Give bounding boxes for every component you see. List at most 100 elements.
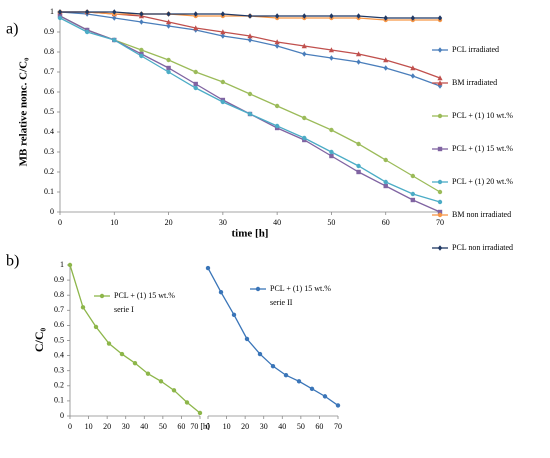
y-tick-label: 0.3: [54, 366, 64, 375]
data-point: [193, 85, 198, 91]
legend-label: PCL + (1) 10 wt.%: [452, 111, 513, 120]
legend-marker: [255, 286, 261, 292]
data-point: [247, 91, 253, 97]
y-tick-label: 0.5: [54, 335, 64, 344]
data-point: [247, 13, 253, 19]
data-point: [302, 51, 307, 57]
y-tick-label: 0.8: [44, 47, 54, 56]
x-tick-label: 50: [159, 422, 167, 431]
data-point: [139, 11, 144, 17]
data-point: [274, 43, 280, 49]
data-point: [193, 69, 198, 75]
data-point: [274, 39, 280, 45]
data-point: [270, 363, 276, 369]
data-point: [220, 29, 226, 35]
y-tick-label: 0: [60, 411, 64, 420]
y-axis-label: MB relative nonc. C/C₀: [18, 57, 30, 167]
data-point: [193, 11, 198, 17]
data-point: [283, 373, 289, 378]
data-point: [356, 13, 361, 19]
y-tick-label: 0.1: [44, 187, 54, 196]
y-tick-label: 0.2: [44, 167, 54, 176]
y-tick-label: 0.5: [44, 107, 54, 116]
legend-label: PCL + (1) 15 wt.%: [114, 291, 175, 300]
x-axis-label: time [h]: [232, 228, 269, 240]
x-tick-label: 60: [382, 218, 390, 227]
x-tick-label: 30: [122, 422, 130, 431]
data-point: [437, 199, 443, 205]
data-point: [383, 65, 388, 71]
legend-marker: [437, 47, 443, 53]
legend-marker: [437, 245, 443, 251]
y-tick-label: 0.6: [44, 87, 54, 96]
data-point: [112, 9, 117, 15]
data-point: [356, 169, 361, 175]
data-point: [437, 75, 443, 81]
data-point: [329, 55, 334, 61]
data-point: [84, 29, 90, 35]
data-point: [193, 81, 198, 87]
data-point: [274, 103, 280, 109]
data-point: [410, 73, 416, 79]
data-point: [158, 379, 164, 384]
data-point: [437, 189, 443, 195]
annotation: serie I: [114, 305, 134, 314]
x-tick-label: 40: [273, 218, 281, 227]
data-point: [218, 289, 224, 295]
data-point: [329, 149, 334, 155]
data-point: [84, 9, 90, 15]
data-point: [220, 33, 226, 39]
x-tick-label: 0: [68, 422, 72, 431]
data-point: [171, 388, 177, 393]
data-point: [383, 15, 388, 21]
x-tick-label: 20: [103, 422, 111, 431]
data-point: [132, 360, 138, 366]
y-tick-label: 0.9: [44, 27, 54, 36]
legend-marker: [437, 80, 443, 86]
data-point: [356, 163, 361, 169]
y-tick-label: 0.7: [54, 305, 64, 314]
x-tick-label: 20: [241, 422, 249, 431]
x-tick-label: 50: [327, 218, 335, 227]
data-point: [328, 47, 335, 53]
data-point: [145, 371, 151, 376]
x-tick-label: 10: [85, 422, 93, 431]
data-point: [165, 19, 172, 25]
data-point: [112, 15, 117, 21]
legend-label: PCL + (1) 15 wt.%: [270, 284, 331, 293]
data-point: [437, 209, 443, 215]
legend-marker: [437, 146, 443, 152]
y-tick-label: 0.3: [44, 147, 54, 156]
data-point: [139, 47, 144, 53]
legend-marker: [99, 293, 105, 299]
data-point: [302, 13, 307, 19]
series-line: [59, 17, 441, 203]
data-point: [437, 15, 443, 21]
y-tick-label: 0.8: [54, 290, 64, 299]
data-point: [383, 183, 388, 189]
data-point: [166, 69, 171, 75]
data-point: [220, 99, 226, 105]
data-point: [356, 59, 361, 65]
data-point: [383, 157, 388, 163]
panel-label: a): [6, 21, 18, 38]
legend-marker: [437, 212, 443, 218]
data-point: [184, 400, 190, 405]
legend-label: BM non irradiated: [452, 210, 511, 219]
x-tick-label: 60: [315, 422, 323, 431]
data-point: [57, 9, 63, 15]
data-point: [410, 65, 416, 71]
data-point: [329, 153, 334, 159]
series-line: [60, 11, 441, 79]
data-point: [355, 51, 362, 57]
y-tick-label: 0.7: [44, 67, 54, 76]
y-tick-label: 0.4: [44, 127, 54, 136]
series-line: [59, 11, 441, 87]
data-point: [244, 336, 250, 342]
panel-label: b): [6, 253, 19, 270]
data-point: [274, 13, 280, 19]
data-point: [119, 351, 125, 357]
x-tick-label: 30: [219, 218, 227, 227]
data-point: [139, 19, 144, 25]
data-point: [302, 115, 307, 121]
